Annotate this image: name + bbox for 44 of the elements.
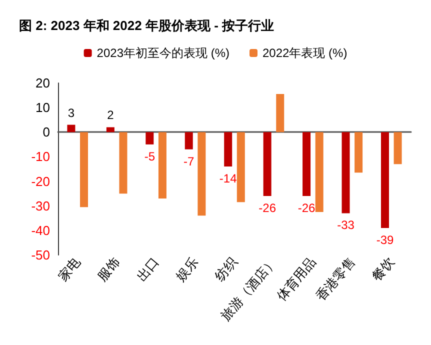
y-tick-label: 10 bbox=[36, 100, 50, 116]
data-label: -5 bbox=[144, 149, 156, 164]
bar bbox=[198, 132, 206, 216]
bar bbox=[236, 132, 245, 202]
bar bbox=[80, 132, 88, 208]
data-label: -26 bbox=[258, 201, 276, 216]
bar bbox=[315, 132, 324, 212]
y-tick-label: -30 bbox=[31, 198, 50, 214]
data-label: -26 bbox=[298, 201, 316, 216]
bar bbox=[342, 132, 350, 214]
bar bbox=[354, 132, 363, 173]
bar bbox=[276, 94, 284, 132]
legend-label: 2023年初至今的表现 (%) bbox=[96, 46, 230, 60]
y-tick-label: 20 bbox=[36, 76, 50, 90]
x-tick-label: 出口 bbox=[134, 254, 162, 284]
y-tick-label: -40 bbox=[31, 222, 50, 238]
bar bbox=[119, 132, 128, 194]
bar bbox=[394, 132, 402, 164]
bar bbox=[224, 132, 232, 167]
data-label: -14 bbox=[219, 172, 238, 186]
chart-title: 图 2: 2023 年和 2022 年股价表现 - 按子行业 bbox=[19, 18, 274, 33]
bar bbox=[263, 132, 272, 196]
x-tick-label: 娱乐 bbox=[172, 254, 202, 284]
data-label: -39 bbox=[376, 232, 394, 247]
legend-label: 2022年表现 (%) bbox=[262, 46, 348, 60]
bar bbox=[302, 132, 311, 196]
bar bbox=[380, 132, 389, 228]
bar bbox=[106, 127, 114, 132]
data-label: 3 bbox=[68, 106, 75, 120]
data-label: -7 bbox=[184, 154, 195, 168]
y-tick-label: -50 bbox=[31, 248, 50, 262]
x-tick-label: 服饰 bbox=[94, 254, 123, 284]
bar bbox=[184, 132, 193, 150]
x-tick-label: 餐饮 bbox=[368, 254, 398, 284]
bar bbox=[158, 132, 166, 198]
data-label: -33 bbox=[337, 218, 355, 232]
bar bbox=[146, 132, 154, 144]
y-tick-label: 0 bbox=[42, 124, 50, 140]
x-tick-label: 家电 bbox=[55, 254, 84, 284]
bar bbox=[67, 124, 76, 132]
y-tick-label: -20 bbox=[31, 174, 50, 189]
y-tick-label: -10 bbox=[31, 149, 50, 164]
x-tick-label: 纺织 bbox=[212, 254, 240, 284]
data-label: 2 bbox=[107, 108, 114, 122]
